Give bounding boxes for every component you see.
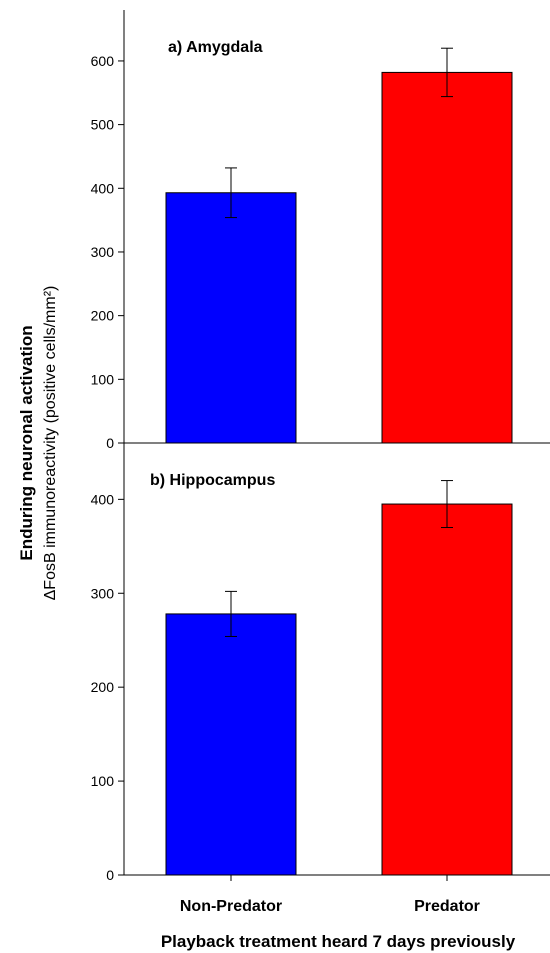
y-tick-label-amygdala-0: 0 bbox=[106, 435, 114, 451]
panel-hippocampus: b) Hippocampus 0 100 200 300 400 bbox=[91, 443, 550, 883]
panel-title-amygdala: a) Amygdala bbox=[168, 39, 263, 56]
y-axis-label-line1: Enduring neuronal activation bbox=[17, 325, 36, 560]
category-label-predator: Predator bbox=[414, 898, 480, 915]
y-tick-label-hippocampus-300: 300 bbox=[91, 585, 115, 601]
y-tick-label-amygdala-300: 300 bbox=[91, 244, 115, 260]
category-label-non-predator: Non-Predator bbox=[180, 898, 282, 915]
x-axis-label: Playback treatment heard 7 days previous… bbox=[161, 932, 516, 951]
y-tick-label-hippocampus-200: 200 bbox=[91, 679, 115, 695]
bar-amygdala-non-predator bbox=[165, 192, 297, 444]
y-axis-label-line2: ΔFosB immunoreactivity (positive cells/m… bbox=[42, 286, 59, 601]
y-tick-label-amygdala-600: 600 bbox=[91, 53, 115, 69]
y-tick-label-amygdala-400: 400 bbox=[91, 180, 115, 196]
bar-hippocampus-non-predator bbox=[165, 613, 297, 876]
panel-amygdala: a) Amygdala 0 100 200 300 400 500 600 bbox=[91, 10, 550, 451]
y-tick-label-hippocampus-0: 0 bbox=[106, 867, 114, 883]
y-tick-label-amygdala-200: 200 bbox=[91, 308, 115, 324]
panel-title-hippocampus: b) Hippocampus bbox=[150, 472, 275, 489]
bar-hippocampus-predator bbox=[381, 503, 513, 876]
y-tick-label-amygdala-100: 100 bbox=[91, 371, 115, 387]
bar-amygdala-predator bbox=[381, 71, 513, 444]
y-tick-label-hippocampus-400: 400 bbox=[91, 491, 115, 507]
y-tick-label-amygdala-500: 500 bbox=[91, 117, 115, 133]
y-tick-label-hippocampus-100: 100 bbox=[91, 773, 115, 789]
